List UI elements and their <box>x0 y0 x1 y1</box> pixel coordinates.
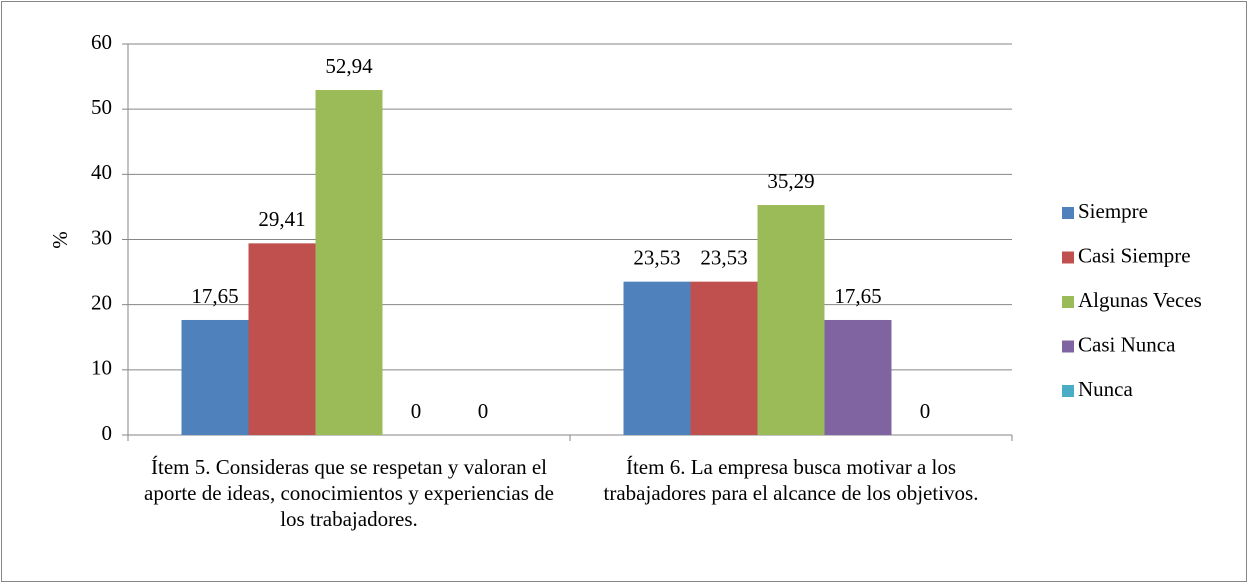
legend-swatch <box>1062 296 1074 308</box>
x-tick-label: Ítem 6. La empresa busca motivar a los t… <box>603 455 979 505</box>
data-label: 29,41 <box>258 207 305 231</box>
data-label: 0 <box>920 399 931 423</box>
y-tick-label: 50 <box>91 95 112 119</box>
bar <box>315 90 383 436</box>
legend-swatch <box>1062 385 1074 397</box>
data-label: 0 <box>411 399 422 423</box>
bar <box>181 319 249 435</box>
data-label: 0 <box>478 399 489 423</box>
data-label: 35,29 <box>767 169 814 193</box>
y-tick-label: 10 <box>91 356 112 380</box>
y-tick-label: 60 <box>91 30 112 54</box>
x-tick-label: Ítem 5. Consideras que se respetan y val… <box>144 455 554 531</box>
data-label: 17,65 <box>191 284 238 308</box>
legend-label: Nunca <box>1078 377 1133 401</box>
legend-swatch <box>1062 251 1074 264</box>
y-axis-label: % <box>48 231 72 249</box>
legend-label: Algunas Veces <box>1078 288 1202 312</box>
bar <box>248 243 316 435</box>
legend-swatch <box>1062 340 1074 353</box>
data-label: 52,94 <box>325 54 373 78</box>
bar <box>623 281 691 435</box>
legend-swatch <box>1062 207 1074 219</box>
bar <box>824 319 892 435</box>
bar <box>757 205 825 435</box>
legend-label: Casi Nunca <box>1078 332 1176 356</box>
y-tick-label: 0 <box>102 421 113 445</box>
y-tick-label: 30 <box>91 225 112 249</box>
legend-label: Casi Siempre <box>1078 243 1191 267</box>
y-tick-label: 40 <box>91 160 112 184</box>
data-label: 23,53 <box>633 245 680 269</box>
data-label: 17,65 <box>834 284 881 308</box>
y-tick-label: 20 <box>91 290 112 314</box>
bar <box>690 281 758 435</box>
legend-label: Siempre <box>1078 199 1148 223</box>
data-label: 23,53 <box>700 245 747 269</box>
